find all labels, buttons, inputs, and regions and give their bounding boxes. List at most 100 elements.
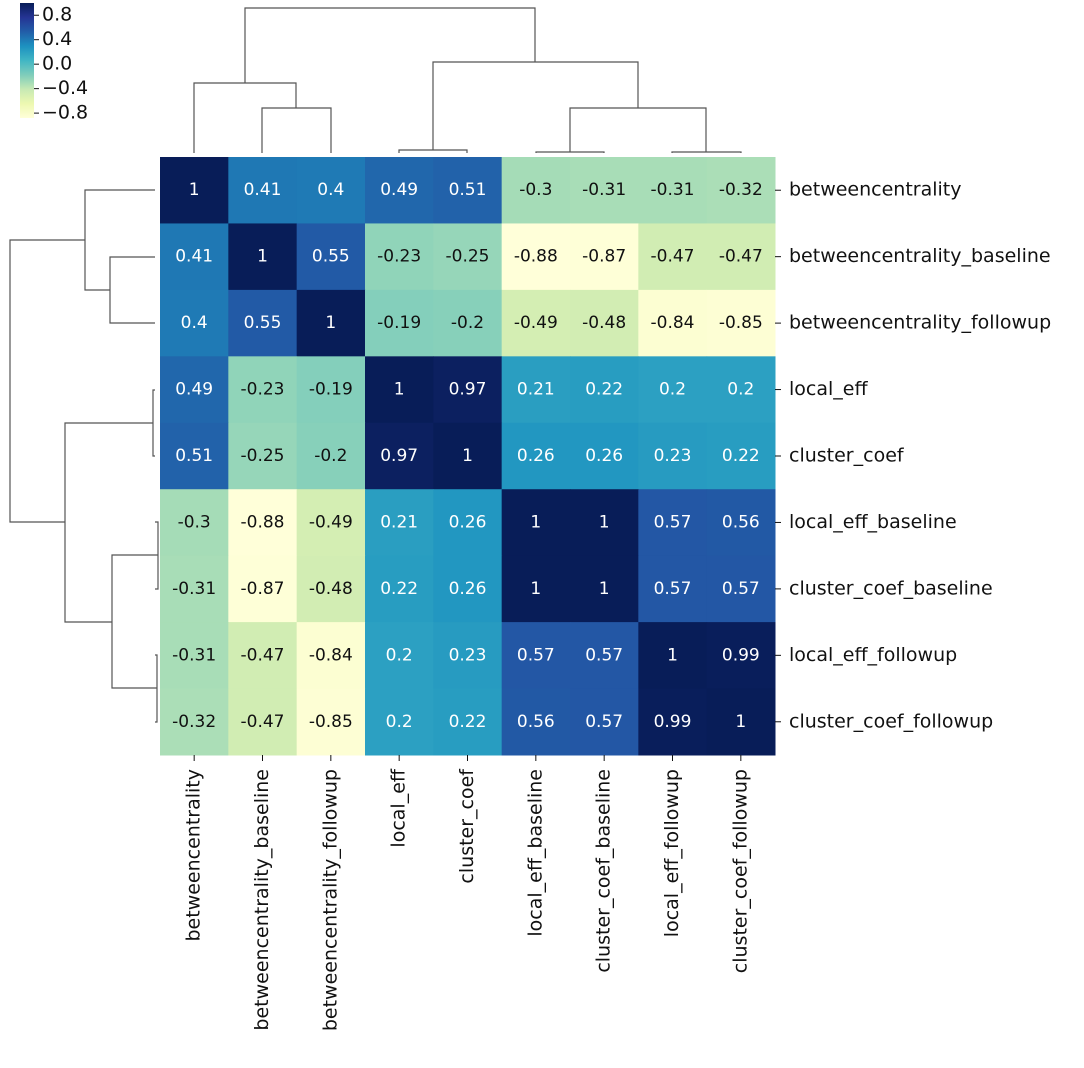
cell-label: -0.31: [172, 579, 216, 599]
x-tick-label: cluster_coef: [456, 768, 478, 884]
y-tick-label: cluster_coef_baseline: [789, 577, 993, 599]
cell: [638, 289, 708, 357]
cell-label: -0.47: [651, 247, 695, 267]
colorbar-tick-label: −0.4: [42, 77, 88, 99]
cell-label: -0.47: [241, 712, 285, 732]
cell: [706, 489, 776, 557]
cell-label: -0.87: [241, 579, 285, 599]
cell-label: -0.48: [309, 579, 353, 599]
cell: [501, 356, 571, 424]
x-tick-label: cluster_coef_followup: [729, 769, 751, 973]
cell-label: 0.41: [175, 247, 213, 267]
cell-label: 0.57: [654, 579, 692, 599]
cell: [501, 688, 571, 756]
cell-label: 0.97: [380, 446, 418, 466]
x-tick-label: local_eff_followup: [661, 769, 683, 937]
cell-label: 0.2: [386, 712, 413, 732]
x-tick-label: local_eff: [388, 768, 410, 847]
cell-label: 1: [325, 313, 336, 333]
cell: [638, 555, 708, 623]
cell-label: 0.2: [386, 645, 413, 665]
cell: [365, 157, 434, 224]
cell-label: 1: [189, 180, 200, 200]
cell: [501, 622, 571, 690]
cell-label: 0.4: [181, 313, 208, 333]
cell-label: 0.57: [585, 712, 623, 732]
cell: [433, 555, 503, 623]
cell: [160, 555, 229, 623]
cell: [228, 622, 298, 690]
cell: [570, 555, 639, 623]
cell-label: -0.31: [651, 180, 695, 200]
cell-label: 0.57: [585, 645, 623, 665]
cell: [570, 157, 639, 224]
cell: [501, 489, 571, 557]
cell-label: -0.19: [309, 380, 353, 400]
cell: [296, 289, 366, 357]
cell-label: -0.3: [178, 512, 211, 532]
cell: [570, 422, 639, 490]
cell-label: 0.26: [517, 446, 555, 466]
cell-label: 0.23: [654, 446, 692, 466]
cell: [638, 489, 708, 557]
cell: [501, 223, 571, 291]
cell: [160, 489, 229, 557]
x-tick-label: cluster_coef_baseline: [593, 769, 615, 973]
cell-label: 1: [599, 579, 610, 599]
cell: [365, 356, 434, 424]
cell: [501, 157, 571, 224]
left-dendrogram: [9, 189, 159, 723]
cell-label: 1: [667, 645, 678, 665]
cell-label: -0.88: [514, 247, 558, 267]
cell-label: 0.55: [244, 313, 282, 333]
cell: [706, 622, 776, 690]
cell: [433, 289, 503, 357]
cell: [570, 223, 639, 291]
cell-label: 0.57: [722, 579, 760, 599]
cell-label: 0.56: [517, 712, 555, 732]
cell-label: 0.22: [380, 579, 418, 599]
y-tick-label: betweencentrality: [789, 179, 962, 201]
cell: [296, 555, 366, 623]
x-tick-label: betweencentrality: [183, 769, 205, 942]
y-tick-label: cluster_coef_followup: [789, 710, 993, 732]
cell-label: -0.23: [241, 380, 285, 400]
cell-label: -0.32: [172, 712, 216, 732]
cell: [228, 555, 298, 623]
cell: [160, 289, 229, 357]
cell: [296, 422, 366, 490]
cell-label: 0.2: [659, 380, 686, 400]
cell-label: 1: [530, 579, 541, 599]
cell-label: 0.99: [654, 712, 692, 732]
cell: [501, 422, 571, 490]
cell-label: 0.26: [449, 579, 487, 599]
cell-label: -0.31: [582, 180, 626, 200]
cell: [160, 223, 229, 291]
cell: [160, 356, 229, 424]
cell-label: -0.31: [172, 645, 216, 665]
x-tick-label: betweencentrality_followup: [319, 769, 341, 1031]
cell: [296, 688, 366, 756]
cell-label: -0.47: [241, 645, 285, 665]
cell-label: 0.22: [449, 712, 487, 732]
cell: [228, 422, 298, 490]
cell-label: 0.22: [722, 446, 760, 466]
cell-label: -0.25: [446, 247, 490, 267]
cell-label: 0.99: [722, 645, 760, 665]
cell-label: 0.51: [175, 446, 213, 466]
cell-label: 0.22: [585, 380, 623, 400]
cell: [433, 356, 503, 424]
cell: [160, 422, 229, 490]
cell: [365, 688, 434, 756]
y-tick-label: local_eff_followup: [789, 644, 957, 666]
cell-label: -0.25: [241, 446, 285, 466]
cell-label: -0.84: [651, 313, 695, 333]
cell: [228, 356, 298, 424]
cell: [706, 289, 776, 357]
cell: [433, 157, 503, 224]
cell-label: -0.49: [309, 512, 353, 532]
cell-label: 0.2: [727, 380, 754, 400]
cell-label: -0.88: [241, 512, 285, 532]
cell-label: 0.49: [380, 180, 418, 200]
